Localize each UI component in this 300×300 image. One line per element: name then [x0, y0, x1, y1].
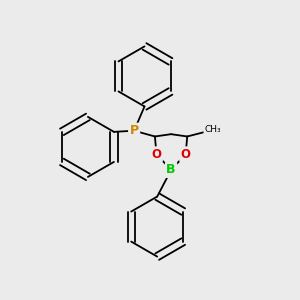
- Text: P: P: [130, 124, 139, 137]
- Text: CH₃: CH₃: [204, 125, 221, 134]
- Text: O: O: [181, 148, 190, 161]
- Text: O: O: [152, 148, 161, 161]
- Text: B: B: [166, 164, 176, 176]
